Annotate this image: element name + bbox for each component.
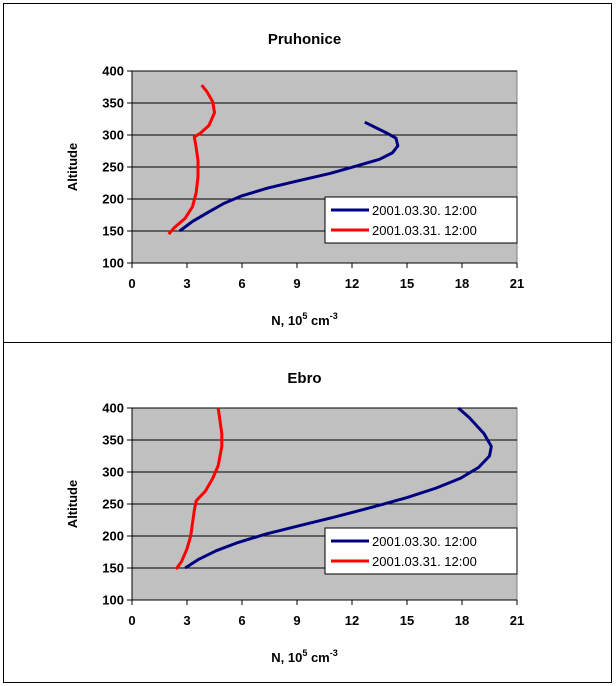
y-tick-label: 350 xyxy=(102,433,124,448)
x-tick-label: 9 xyxy=(293,613,300,628)
y-tick-label: 400 xyxy=(102,401,124,416)
x-axis-label-sup-exponent: 5 xyxy=(302,311,307,321)
legend-label-1: 2001.03.30. 12:00 xyxy=(372,534,477,549)
legend-label-2: 2001.03.31. 12:00 xyxy=(372,223,477,238)
y-tick-label: 300 xyxy=(102,465,124,480)
x-tick-label: 9 xyxy=(293,276,300,291)
y-tick-label: 150 xyxy=(102,224,124,239)
x-tick-label: 15 xyxy=(400,276,414,291)
y-tick-label: 400 xyxy=(102,64,124,79)
x-tick-label: 3 xyxy=(183,276,190,291)
x-tick-label: 0 xyxy=(128,276,135,291)
y-axis-label: Altitude xyxy=(65,143,80,191)
series-line-2 xyxy=(167,84,216,236)
x-axis-label-unit: cm xyxy=(307,650,329,665)
x-tick-label: 12 xyxy=(345,276,359,291)
y-tick-label: 300 xyxy=(102,128,124,143)
x-tick-label: 6 xyxy=(238,276,245,291)
x-tick-label: 6 xyxy=(238,613,245,628)
y-axis-label: Altitude xyxy=(65,480,80,528)
series-line-1 xyxy=(178,120,400,233)
x-tick-label: 3 xyxy=(183,613,190,628)
y-tick-label: 200 xyxy=(102,192,124,207)
x-axis-label: N, 105 cm-3 xyxy=(271,648,338,665)
chart-title: Ebro xyxy=(287,370,321,387)
chart-panel-ebro: Ebro 100 150 200 250 300 350 400 0 3 6 9 12 15 18 21 Alt… xyxy=(3,342,612,683)
x-tick-label: 21 xyxy=(510,613,524,628)
y-tick-label: 200 xyxy=(102,529,124,544)
x-tick-label: 12 xyxy=(345,613,359,628)
x-axis-label-sup-unit: -3 xyxy=(330,648,338,658)
x-tick-label: 15 xyxy=(400,613,414,628)
x-axis-label-main: N, 10 xyxy=(271,650,302,665)
x-axis-label-sup-exponent: 5 xyxy=(302,648,307,658)
chart-pruhonice: Pruhonice 100 150 200 250 300 350 400 0 3 6 9 12 15 18… xyxy=(65,31,524,328)
y-tick-label: 350 xyxy=(102,96,124,111)
x-axis-label: N, 105 cm-3 xyxy=(271,311,338,328)
x-tick-label: 0 xyxy=(128,613,135,628)
series-line-2 xyxy=(174,407,224,571)
x-axis-label-main: N, 10 xyxy=(271,313,302,328)
chart-title: Pruhonice xyxy=(268,31,341,48)
y-tick-label: 250 xyxy=(102,497,124,512)
legend-label-2: 2001.03.31. 12:00 xyxy=(372,554,477,569)
y-tick-label: 150 xyxy=(102,561,124,576)
chart-ebro: Ebro 100 150 200 250 300 350 400 0 3 6 9 12 15 18 21 Alt… xyxy=(65,370,524,665)
legend-box xyxy=(324,527,518,575)
y-tick-label: 100 xyxy=(102,256,124,271)
legend-label-1: 2001.03.30. 12:00 xyxy=(372,203,477,218)
series-line-1 xyxy=(184,406,493,570)
legend-box xyxy=(324,196,518,244)
y-tick-label: 100 xyxy=(102,593,124,608)
chart-panel-pruhonice: Pruhonice 100 150 200 250 300 350 400 0 3 6 9 12 15 18… xyxy=(3,3,612,343)
y-tick-label: 250 xyxy=(102,160,124,175)
x-tick-label: 18 xyxy=(455,613,469,628)
x-tick-label: 18 xyxy=(455,276,469,291)
x-axis-label-sup-unit: -3 xyxy=(330,311,338,321)
x-axis-label-unit: cm xyxy=(307,313,329,328)
x-tick-label: 21 xyxy=(510,276,524,291)
